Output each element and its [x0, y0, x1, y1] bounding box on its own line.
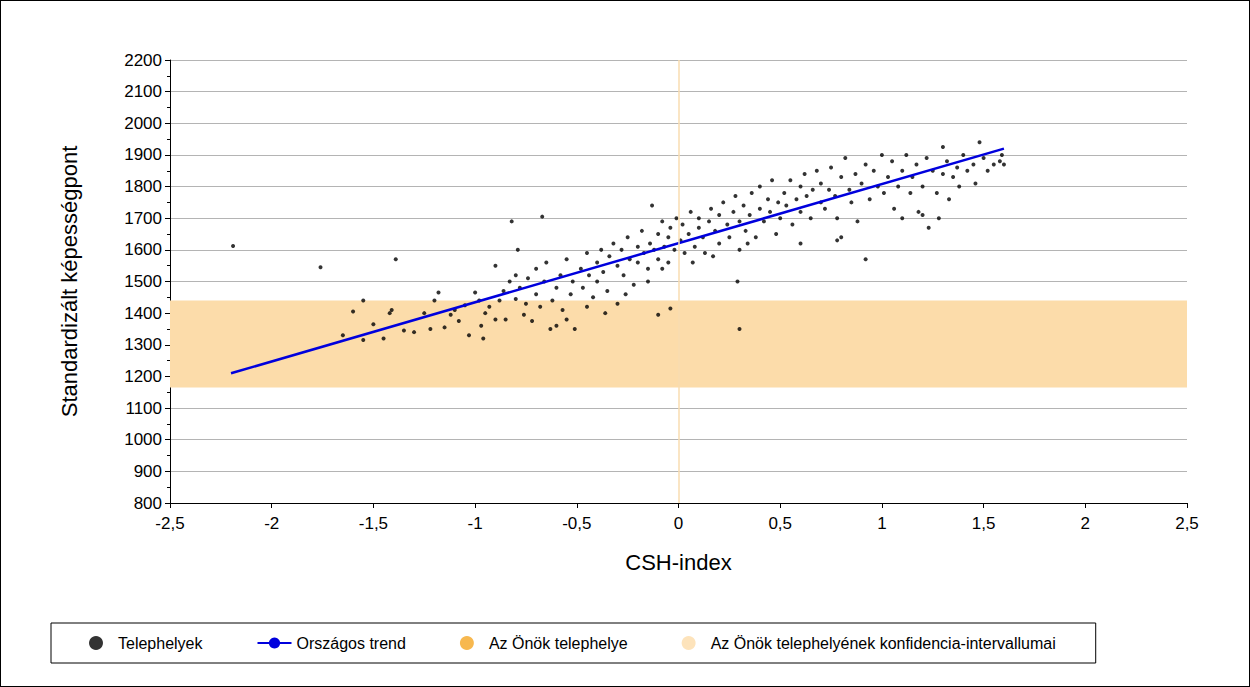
- svg-text:1400: 1400: [124, 304, 162, 323]
- svg-text:2,5: 2,5: [1175, 514, 1199, 533]
- svg-text:1: 1: [877, 514, 886, 533]
- svg-text:-2,5: -2,5: [155, 514, 184, 533]
- svg-text:0: 0: [674, 514, 683, 533]
- svg-text:1100: 1100: [125, 399, 162, 418]
- svg-text:2100: 2100: [124, 82, 162, 101]
- svg-text:Országos trend: Országos trend: [297, 635, 406, 652]
- svg-text:1000: 1000: [124, 430, 162, 449]
- svg-text:1300: 1300: [124, 335, 162, 354]
- svg-text:-1: -1: [468, 514, 483, 533]
- svg-text:CSH-index: CSH-index: [625, 550, 731, 575]
- svg-text:800: 800: [134, 494, 162, 513]
- svg-text:Telephelyek: Telephelyek: [118, 635, 204, 652]
- svg-text:-1,5: -1,5: [359, 514, 388, 533]
- svg-text:Standardizált képességpont: Standardizált képességpont: [57, 146, 82, 418]
- svg-text:Az Önök telephelyének konfiden: Az Önök telephelyének konfidencia-interv…: [711, 635, 1056, 652]
- svg-text:1600: 1600: [124, 240, 162, 259]
- svg-text:1500: 1500: [124, 272, 162, 291]
- svg-text:Az Önök telephelye: Az Önök telephelye: [489, 635, 628, 652]
- svg-text:1700: 1700: [124, 209, 162, 228]
- svg-text:0,5: 0,5: [768, 514, 792, 533]
- svg-text:1900: 1900: [124, 145, 162, 164]
- svg-text:1800: 1800: [124, 177, 162, 196]
- svg-text:2200: 2200: [124, 51, 162, 70]
- svg-text:1,5: 1,5: [972, 514, 996, 533]
- svg-text:2000: 2000: [124, 114, 162, 133]
- svg-text:900: 900: [134, 462, 162, 481]
- svg-text:-0,5: -0,5: [562, 514, 591, 533]
- svg-text:1200: 1200: [124, 367, 162, 386]
- svg-text:-2: -2: [264, 514, 279, 533]
- svg-text:2: 2: [1081, 514, 1090, 533]
